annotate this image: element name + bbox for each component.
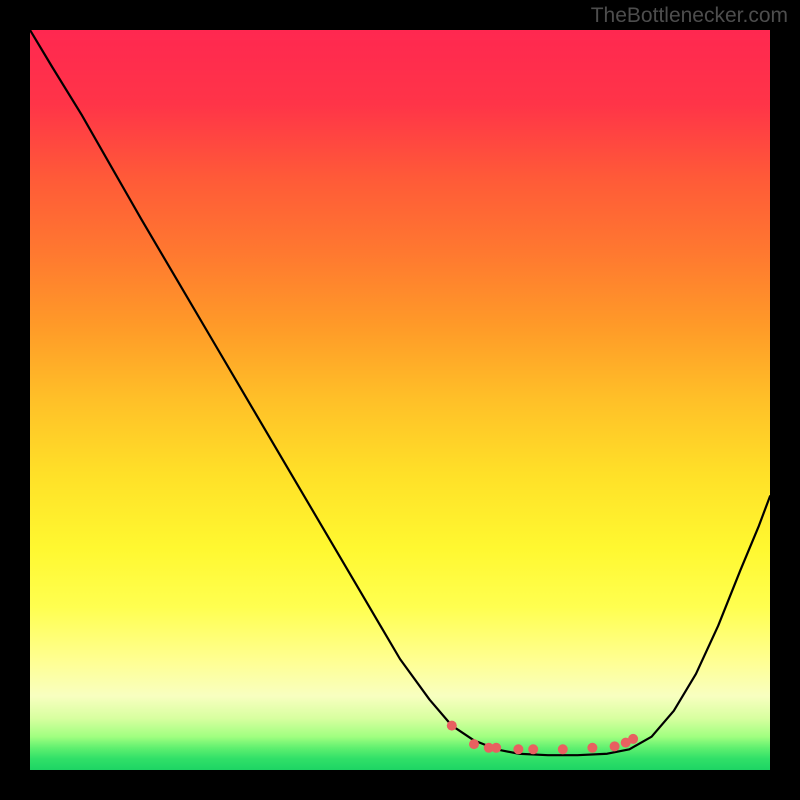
highlight-dot [491,743,501,753]
highlight-dot [610,741,620,751]
highlight-dot [528,744,538,754]
highlight-dot [558,744,568,754]
watermark-text: TheBottlenecker.com [591,4,788,28]
highlight-dot [628,734,638,744]
highlight-dot [513,744,523,754]
chart-container [30,30,770,770]
highlight-dot [469,739,479,749]
highlight-dot [447,721,457,731]
highlight-dot [587,743,597,753]
chart-svg [30,30,770,770]
